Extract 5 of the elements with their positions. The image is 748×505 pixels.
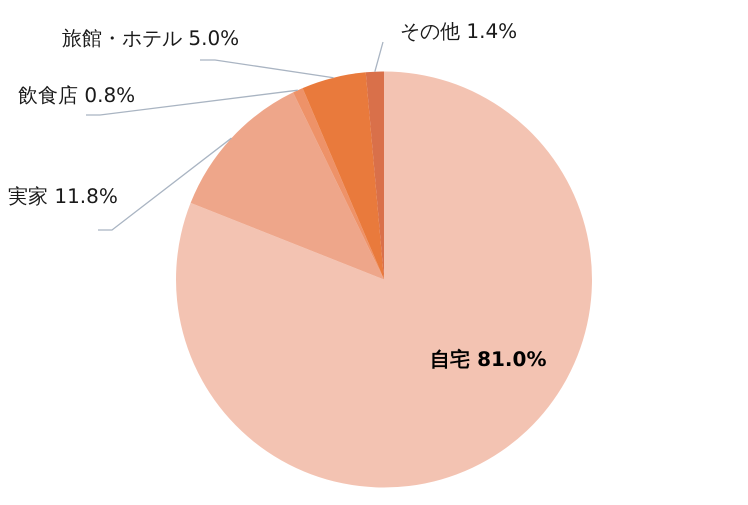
slice-label: 飲食店 0.8%: [18, 83, 136, 107]
slice-label: 自宅 81.0%: [430, 347, 546, 372]
slice-label: その他 1.4%: [400, 19, 518, 43]
slice-label: 旅館・ホテル 5.0%: [62, 26, 240, 50]
slice-label: 実家 11.8%: [8, 184, 118, 208]
